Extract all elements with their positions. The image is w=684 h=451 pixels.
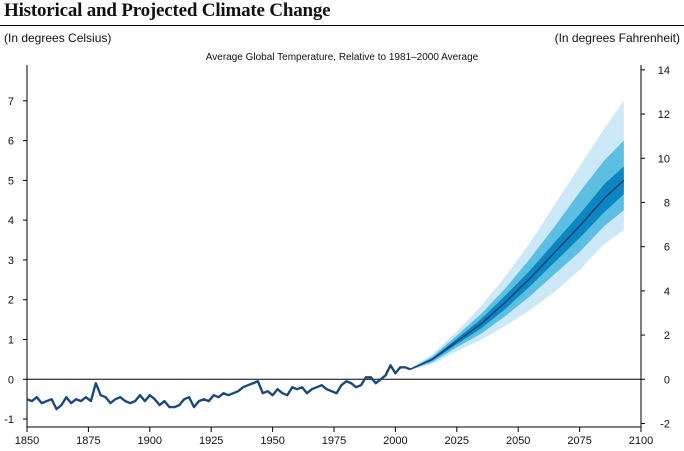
y-left-tick-label-6: 6: [8, 136, 14, 148]
fan-band-3: [410, 166, 624, 370]
y-right-tick-label-6: 6: [664, 242, 670, 254]
x-tick-label-1875: 1875: [76, 435, 100, 447]
x-tick-label-2050: 2050: [506, 435, 530, 447]
y-left-tick-label-5: 5: [8, 175, 14, 187]
y-left-tick-label-7: 7: [8, 96, 14, 108]
y-right-tick-label-4: 4: [664, 286, 670, 298]
y-left-tick-label-1: 1: [8, 334, 14, 346]
fan-median-line: [409, 179, 625, 371]
y-right-tick-label-10: 10: [658, 153, 670, 165]
y-right-tick-label-0: 0: [664, 374, 670, 386]
chart-title: Historical and Projected Climate Change: [4, 0, 331, 21]
y-left-tick-label-0: 0: [8, 374, 14, 386]
y-right-tick-label-2: 2: [664, 330, 670, 342]
x-tick-label-1950: 1950: [260, 435, 284, 447]
fan-band-2: [410, 140, 624, 370]
y-left-tick-label-2: 2: [8, 295, 14, 307]
x-tick-label-2000: 2000: [383, 435, 407, 447]
y-right-tick-label-14: 14: [658, 65, 670, 77]
x-tick-label-2100: 2100: [629, 435, 653, 447]
x-tick-label-2075: 2075: [567, 435, 591, 447]
y-right-tick-label-12: 12: [658, 109, 670, 121]
y-right-tick-label-8: 8: [664, 197, 670, 209]
x-tick-label-1925: 1925: [199, 435, 223, 447]
y-right-tick-label--2: -2: [660, 418, 670, 430]
y-left-tick-label-4: 4: [8, 215, 14, 227]
x-tick-label-2025: 2025: [445, 435, 469, 447]
y-left-tick-label-3: 3: [8, 255, 14, 267]
y-left-tick-label--1: -1: [4, 414, 14, 426]
x-tick-label-1975: 1975: [322, 435, 346, 447]
title-rule: [0, 25, 684, 26]
chart-subtitle: Average Global Temperature, Relative to …: [205, 52, 479, 63]
x-tick-label-1900: 1900: [138, 435, 162, 447]
right-axis-unit: (In degrees Fahrenheit): [554, 31, 680, 45]
historical-temperature-line: [26, 364, 411, 411]
x-tick-label-1850: 1850: [15, 435, 39, 447]
left-axis-unit: (In degrees Celsius): [4, 31, 112, 45]
